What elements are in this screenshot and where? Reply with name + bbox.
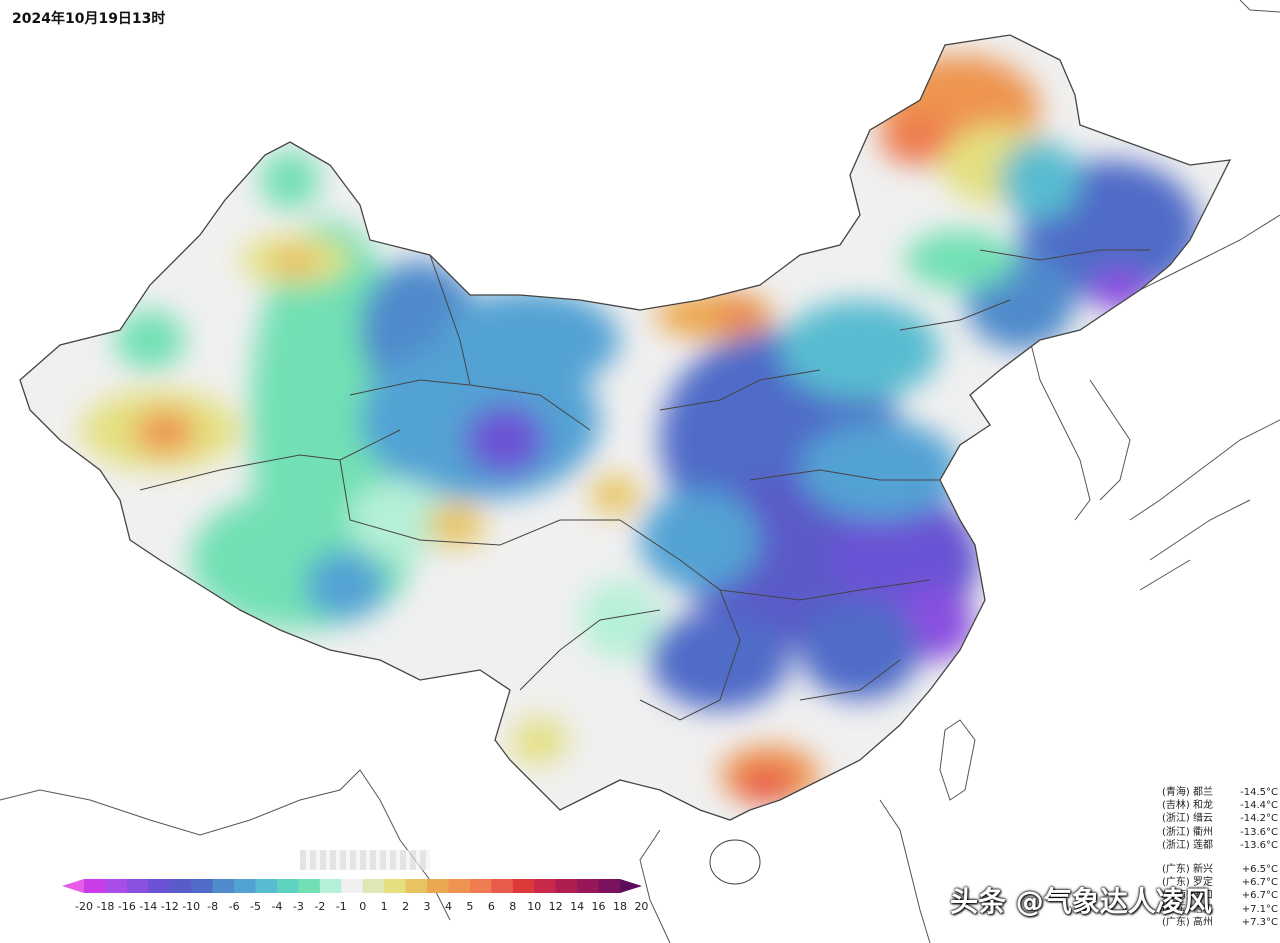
station-name: (广东) 罗定 (1162, 877, 1213, 889)
station-value: +7.3°C (1241, 916, 1278, 928)
legend-tick-label: -10 (182, 900, 201, 913)
legend-tick-label: -4 (271, 900, 283, 913)
legend-tick-label: -3 (292, 900, 304, 913)
legend-tick-label: -20 (75, 900, 93, 913)
legend-swatch (555, 879, 578, 893)
legend-arrow-low (62, 879, 84, 893)
station-row: (青海) 都兰 -14.5°C (1162, 786, 1278, 799)
legend-swatch (84, 879, 106, 893)
station-row: (广东) 罗定 +6.7°C (1162, 876, 1278, 889)
cold-station-list: (青海) 都兰 -14.5°C (吉林) 和龙 -14.4°C (浙江) 缙云 -14.2… (1162, 786, 1278, 852)
station-value: -14.2°C (1240, 813, 1278, 825)
legend-swatch (577, 879, 600, 893)
station-name: (广东) 新兴 (1162, 864, 1213, 876)
legend-swatch (191, 879, 214, 893)
legend-swatch (341, 879, 364, 893)
station-name: (青海) 都兰 (1162, 787, 1213, 798)
province-borders (19, 34, 1232, 821)
legend-tick-label: -8 (207, 900, 219, 913)
legend-tick-label: 8 (509, 900, 517, 913)
legend-tick-label: 5 (466, 900, 474, 913)
station-row: (吉林) 和龙 -14.4°C (1162, 799, 1278, 812)
station-value: +7.1°C (1241, 903, 1278, 915)
legend-arrow-high (620, 879, 642, 893)
station-name: (吉林) 和龙 (1162, 800, 1213, 812)
legend-swatch (384, 879, 407, 893)
legend-swatch (512, 879, 535, 893)
warm-station-list: (广东) 新兴 +6.5°C (广东) 罗定 +6.7°C (海南) 海口 +6.7°C(… (1162, 863, 1278, 929)
legend-swatch (405, 879, 428, 893)
legend-swatch (255, 879, 278, 893)
station-name: (浙江) 莲都 (1162, 839, 1213, 851)
legend-tick-label: 12 (548, 900, 563, 913)
watermark: 头条 @气象达人凌风 (950, 885, 1212, 918)
legend-tick-label: -16 (117, 900, 136, 913)
map-title: 2024年10月19日13时 (12, 11, 166, 27)
legend-swatch (276, 879, 299, 893)
legend-swatch (234, 879, 257, 893)
legend-tick-label: -6 (228, 900, 240, 913)
color-legend (62, 879, 642, 893)
station-name: (广东) 信宜 (1162, 903, 1213, 915)
station-row: (海南) 海口 +6.7°C (1162, 889, 1278, 902)
station-row: (浙江) 莲都 -13.6°C (1162, 839, 1278, 852)
legend-tick-label: 10 (527, 900, 542, 913)
station-name: (海南) 海口 (1162, 890, 1213, 902)
legend-swatch (148, 879, 171, 893)
station-value: +6.5°C (1241, 864, 1278, 876)
legend-tick-label: -14 (139, 900, 158, 913)
legend-tick-label: -18 (96, 900, 115, 913)
legend-tick-label: 20 (634, 900, 649, 913)
legend-swatch (534, 879, 557, 893)
station-row: (广东) 信宜 +7.1°C (1162, 903, 1278, 916)
legend-tick-label: 14 (570, 900, 585, 913)
legend-swatch (126, 879, 149, 893)
station-list: (青海) 都兰 -14.5°C (吉林) 和龙 -14.4°C (浙江) 缙云 -14.2… (1162, 786, 1278, 929)
legend-tick-label: 6 (487, 900, 495, 913)
station-value: -14.5°C (1240, 787, 1278, 798)
legend-swatch (448, 879, 471, 893)
station-name: (浙江) 缙云 (1162, 813, 1213, 825)
legend-swatch (427, 879, 449, 893)
station-row: (浙江) 衢州 -13.6°C (1162, 826, 1278, 839)
legend-swatch (105, 879, 128, 893)
legend-tick-label: -5 (250, 900, 261, 913)
legend-swatch (491, 879, 514, 893)
blurred-watermark (300, 850, 430, 870)
legend-swatch (469, 879, 492, 893)
station-name: (广东) 高州 (1162, 916, 1213, 928)
legend-labels: -20 -18 -16 -14 -12 -10 -8 -6 -5 -4 -3 -2 -1 0 1 2 3 4 5 6 8… (62, 900, 648, 918)
legend-swatch (169, 879, 192, 893)
legend-swatch (362, 879, 385, 893)
station-row: (广东) 新兴 +6.5°C (1162, 863, 1278, 876)
station-row: (浙江) 缙云 -14.2°C (1162, 812, 1278, 825)
station-row: (广东) 高州 +7.3°C (1162, 916, 1278, 929)
legend-tick-label: 0 (359, 900, 367, 913)
legend-tick-label: 2 (402, 900, 410, 913)
legend-tick-label: -2 (314, 900, 326, 913)
station-value: -14.4°C (1240, 800, 1278, 812)
legend-tick-label: 3 (423, 900, 431, 913)
station-value: -13.6°C (1240, 826, 1278, 838)
station-value: +6.7°C (1241, 890, 1278, 902)
legend-tick-label: -1 (335, 900, 347, 913)
station-value: -13.6°C (1240, 839, 1278, 851)
legend-tick-label: 18 (613, 900, 627, 913)
legend-tick-label: 4 (444, 900, 452, 913)
legend-tick-label: 16 (591, 900, 606, 913)
legend-tick-label: -12 (160, 900, 179, 913)
legend-swatch (212, 879, 235, 893)
legend-swatch (319, 879, 342, 893)
station-value: +6.7°C (1241, 877, 1278, 889)
legend-swatch (298, 879, 321, 893)
station-name: (浙江) 衢州 (1162, 826, 1213, 838)
legend-tick-label: 1 (380, 900, 388, 913)
legend-swatch (598, 879, 621, 893)
